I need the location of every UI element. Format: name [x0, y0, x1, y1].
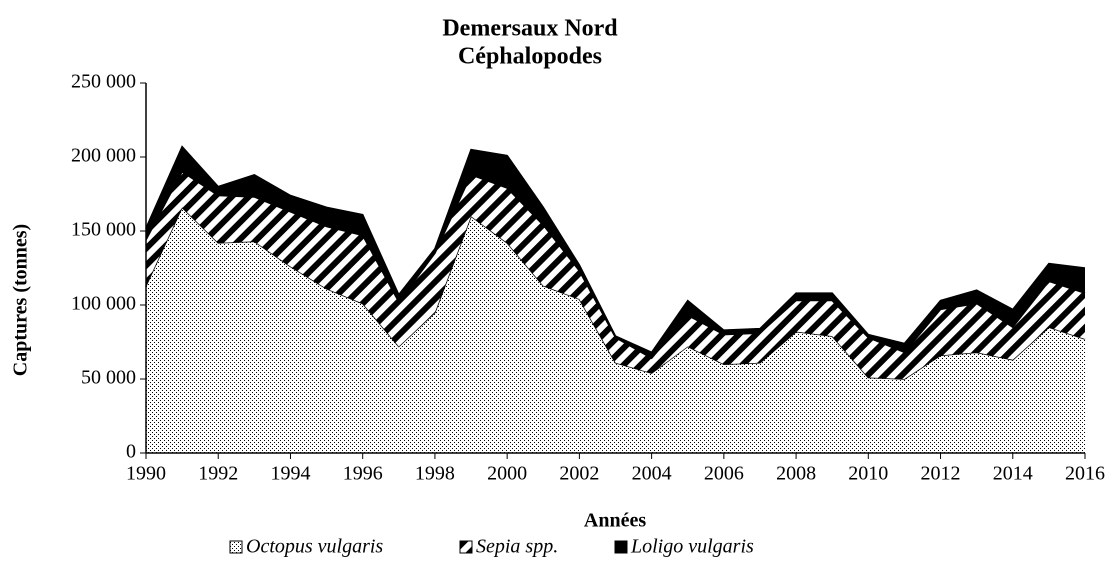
legend-swatch — [229, 540, 243, 554]
x-tick-label: 2016 — [1065, 463, 1105, 485]
legend-label: Octopus vulgaris — [246, 536, 383, 558]
legend-swatch — [459, 540, 473, 554]
y-axis-label: Captures (tonnes) — [10, 224, 32, 376]
y-tick-label: 200 000 — [71, 145, 136, 167]
legend-label: Loligo vulgaris — [630, 536, 754, 558]
y-tick-label: 50 000 — [81, 367, 136, 389]
x-axis-label: Années — [584, 510, 646, 532]
area — [146, 207, 1085, 453]
x-tick-label: 2014 — [993, 463, 1033, 485]
x-tick-label: 2002 — [559, 463, 599, 485]
legend-label: Sepia spp. — [476, 536, 558, 558]
x-tick-label: 1994 — [270, 463, 310, 485]
y-tick-label: 100 000 — [71, 293, 136, 315]
x-tick-label: 2006 — [704, 463, 744, 485]
chart-title: Demersaux Nord — [442, 16, 618, 42]
y-tick-label: 0 — [126, 441, 136, 463]
x-tick-label: 2010 — [848, 463, 888, 485]
x-tick-label: 1992 — [198, 463, 238, 485]
area — [146, 171, 1085, 379]
x-tick-label: 2004 — [632, 463, 672, 485]
legend-swatch — [614, 540, 628, 554]
x-tick-label: 1998 — [415, 463, 455, 485]
chart-subtitle: Céphalopodes — [458, 44, 602, 70]
x-tick-label: 2000 — [487, 463, 527, 485]
x-tick-label: 2012 — [921, 463, 961, 485]
x-tick-label: 1990 — [126, 463, 166, 485]
x-tick-label: 2008 — [776, 463, 816, 485]
y-tick-label: 250 000 — [71, 71, 136, 93]
area-edge — [145, 145, 1086, 354]
x-tick-label: 1996 — [343, 463, 383, 485]
y-tick-label: 150 000 — [71, 219, 136, 241]
